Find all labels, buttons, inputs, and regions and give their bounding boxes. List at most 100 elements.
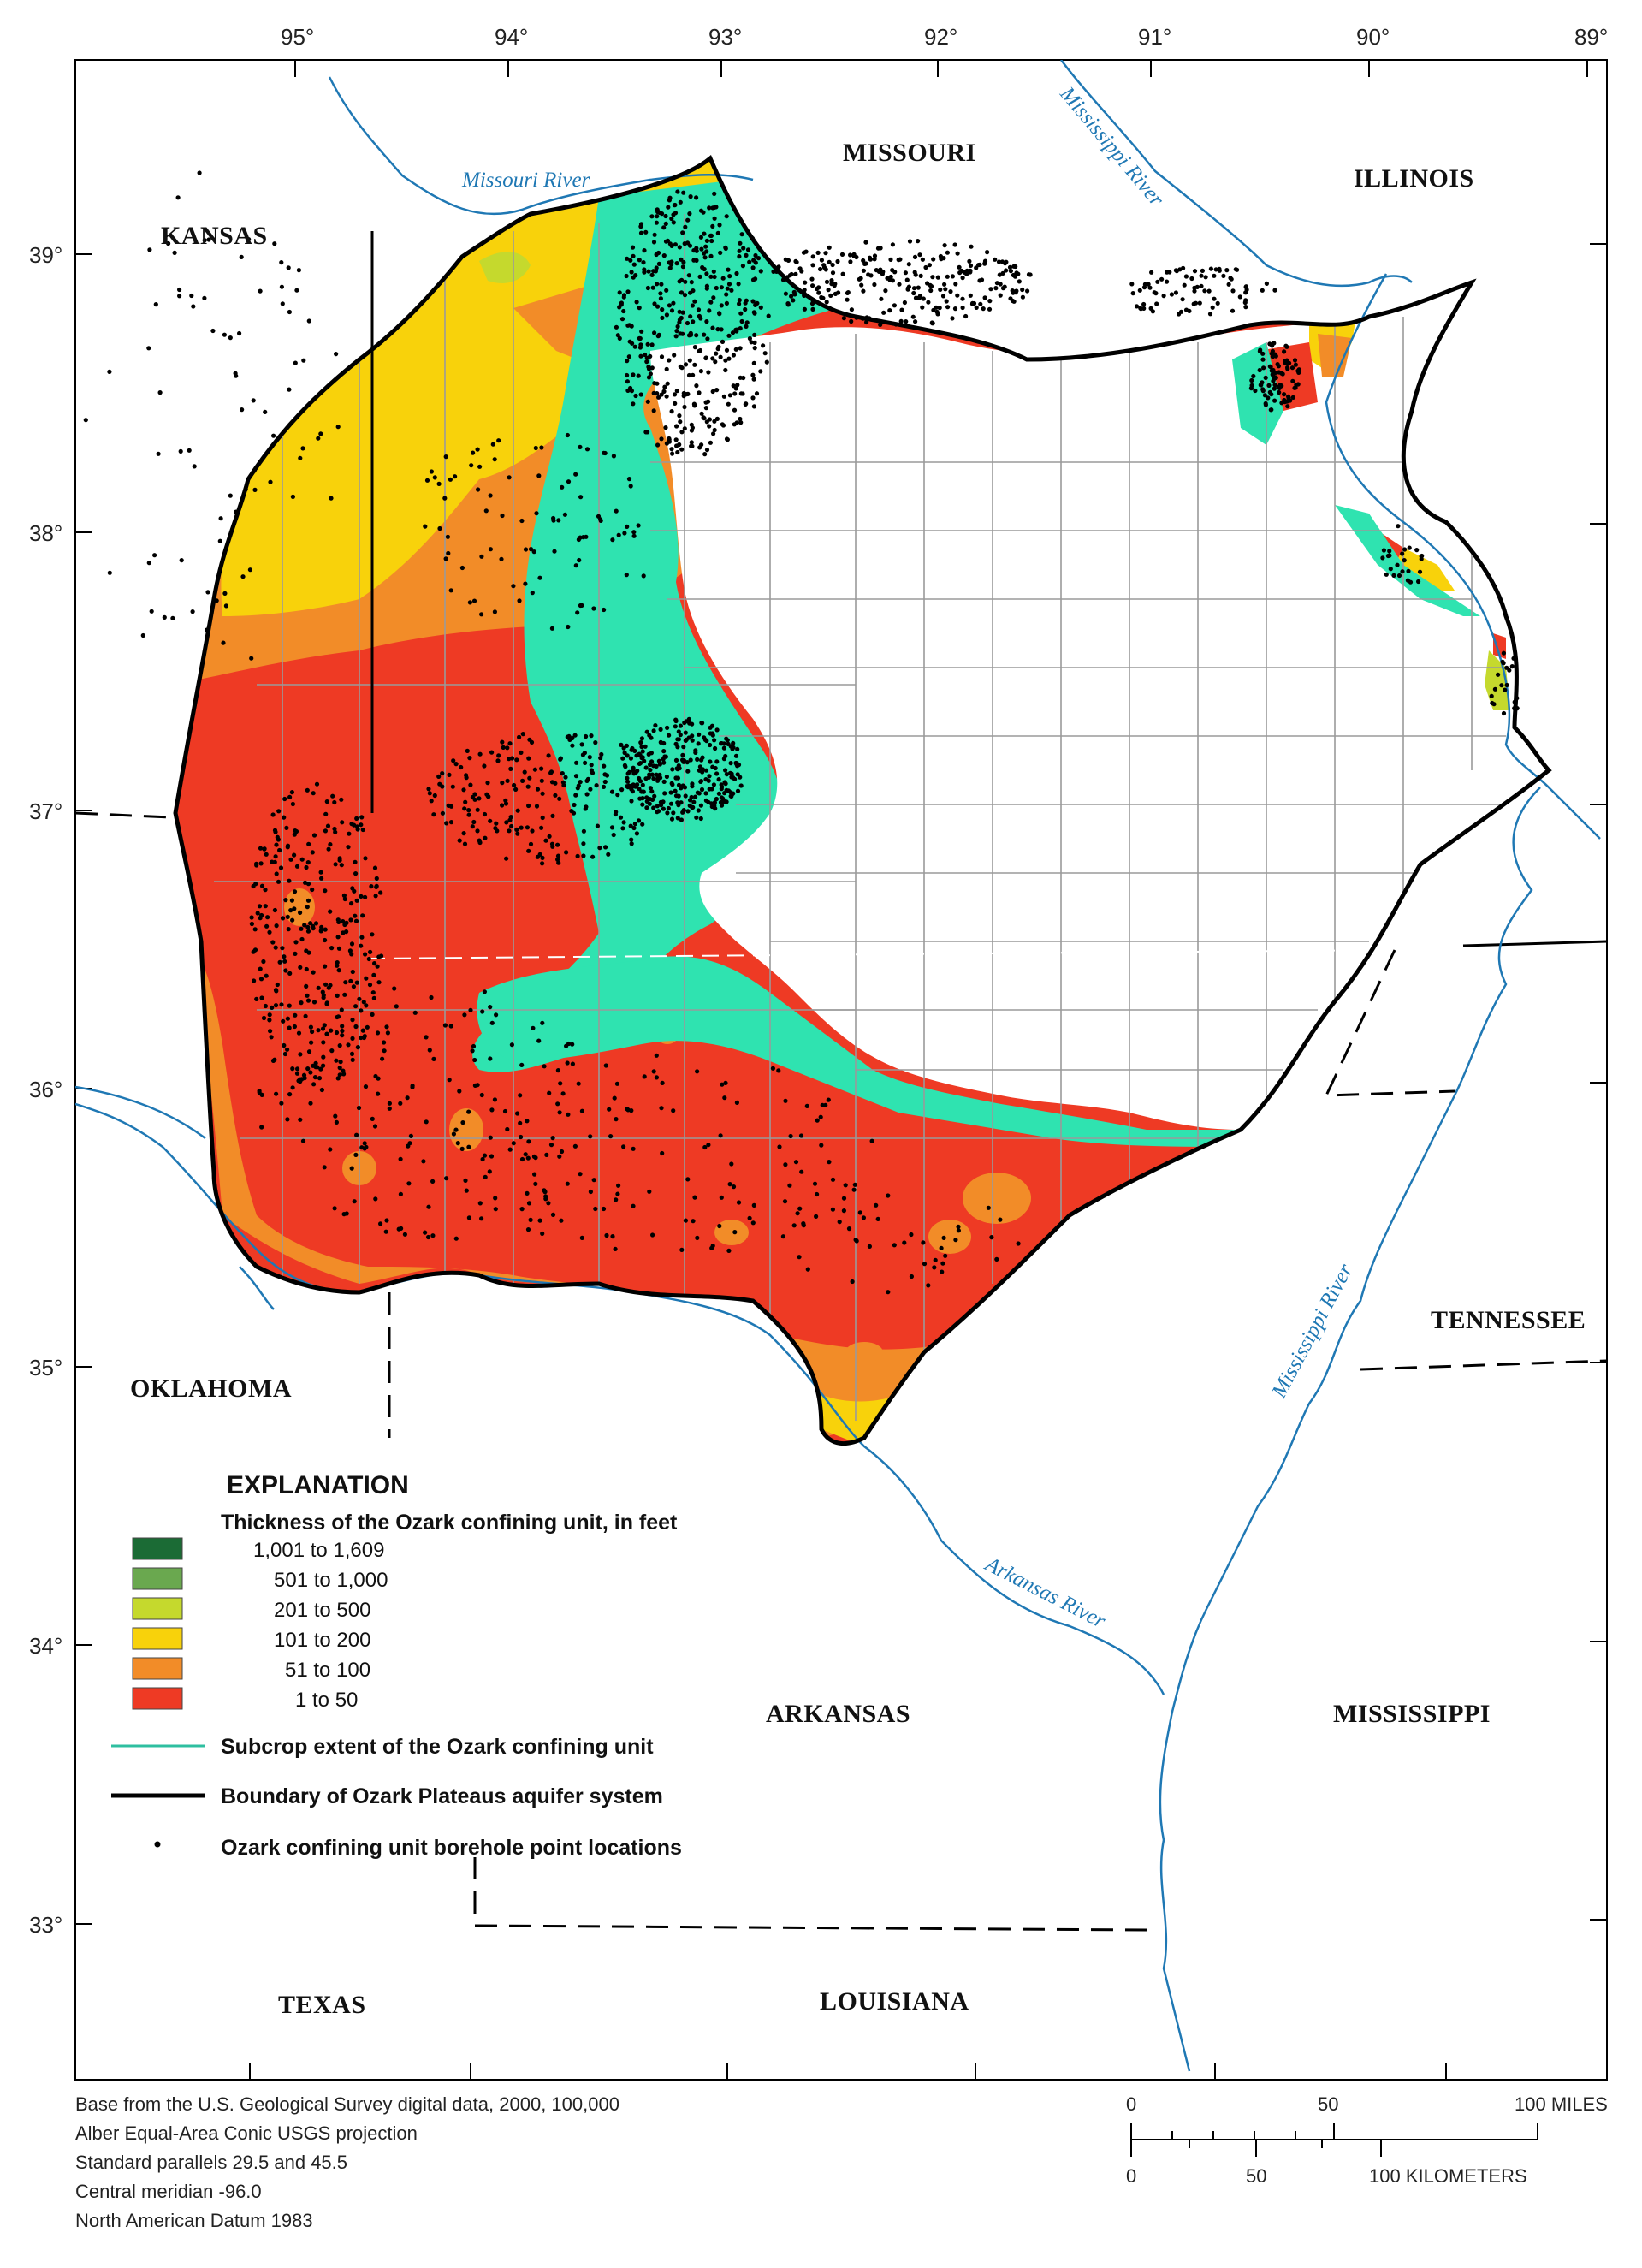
borehole-point xyxy=(162,614,167,620)
borehole-point xyxy=(714,205,719,210)
borehole-point xyxy=(252,947,258,953)
borehole-point xyxy=(1192,269,1198,274)
borehole-point xyxy=(488,818,493,823)
borehole-point xyxy=(833,282,838,287)
borehole-point xyxy=(459,565,465,571)
borehole-point xyxy=(1402,547,1408,552)
borehole-point xyxy=(560,780,566,785)
borehole-point xyxy=(595,823,601,828)
borehole-point xyxy=(837,1220,842,1225)
borehole-point xyxy=(952,306,958,312)
borehole-point xyxy=(937,306,942,311)
borehole-point xyxy=(178,448,183,454)
borehole-point xyxy=(681,190,686,195)
borehole-point xyxy=(359,1035,364,1041)
borehole-point xyxy=(477,796,482,801)
borehole-point xyxy=(508,766,513,772)
borehole-point xyxy=(636,373,641,378)
borehole-point xyxy=(827,245,832,250)
borehole-point xyxy=(319,924,324,929)
borehole-point xyxy=(191,304,196,309)
borehole-point xyxy=(815,1191,820,1197)
borehole-point xyxy=(1248,386,1254,391)
borehole-point xyxy=(692,299,697,304)
borehole-point xyxy=(305,929,311,934)
borehole-point xyxy=(968,270,973,275)
borehole-point xyxy=(192,464,197,469)
borehole-point xyxy=(534,511,539,516)
borehole-point xyxy=(642,267,647,272)
borehole-point xyxy=(293,951,298,956)
borehole-point xyxy=(943,1253,948,1258)
borehole-point xyxy=(941,256,946,261)
borehole-point xyxy=(1284,344,1289,349)
borehole-point xyxy=(725,436,731,442)
borehole-point xyxy=(1193,300,1199,306)
borehole-point xyxy=(696,808,701,813)
borehole-point xyxy=(662,754,667,759)
borehole-point xyxy=(892,270,898,275)
borehole-point xyxy=(845,290,851,295)
borehole-point xyxy=(311,923,316,929)
borehole-point xyxy=(797,1255,802,1260)
borehole-point xyxy=(326,985,331,990)
borehole-point xyxy=(648,797,653,802)
borehole-point xyxy=(619,742,624,748)
borehole-point xyxy=(1180,297,1185,302)
borehole-point xyxy=(1283,359,1288,364)
legend-borehole-dot xyxy=(154,1841,161,1848)
borehole-point xyxy=(298,1117,303,1122)
borehole-point xyxy=(1400,569,1405,574)
borehole-point xyxy=(668,790,673,795)
borehole-point xyxy=(447,772,452,778)
borehole-point xyxy=(609,825,615,830)
borehole-point xyxy=(656,250,661,256)
borehole-point xyxy=(625,372,630,378)
borehole-point xyxy=(459,764,464,770)
borehole-point xyxy=(323,888,328,894)
borehole-point xyxy=(584,792,590,797)
borehole-point xyxy=(1154,301,1159,306)
borehole-point xyxy=(735,763,740,769)
borehole-point xyxy=(330,793,335,799)
borehole-point xyxy=(615,1191,620,1196)
borehole-point xyxy=(722,791,727,796)
borehole-point xyxy=(634,300,639,305)
lat-label-33: 33° xyxy=(29,1912,62,1938)
borehole-point xyxy=(353,1024,359,1030)
borehole-point xyxy=(673,788,678,793)
borehole-point xyxy=(638,353,643,359)
borehole-point xyxy=(657,772,662,778)
borehole-point xyxy=(621,293,627,298)
borehole-point xyxy=(614,508,619,514)
borehole-point xyxy=(637,796,643,801)
borehole-point xyxy=(332,826,337,832)
borehole-point xyxy=(175,195,181,200)
borehole-point xyxy=(950,274,955,279)
borehole-point xyxy=(755,300,760,306)
borehole-point xyxy=(629,270,634,275)
borehole-point xyxy=(525,1155,531,1161)
borehole-point xyxy=(518,1093,523,1098)
borehole-point xyxy=(698,235,704,240)
borehole-point xyxy=(968,263,974,268)
borehole-point xyxy=(1199,283,1204,288)
borehole-point xyxy=(703,791,708,796)
zone-201-to-500-nw xyxy=(479,252,531,283)
borehole-point xyxy=(1017,279,1022,284)
borehole-point xyxy=(885,276,890,281)
borehole-point xyxy=(829,278,834,283)
borehole-point xyxy=(726,741,731,747)
borehole-point xyxy=(448,588,453,593)
scale-miles-end: 100 MILES xyxy=(1515,2093,1608,2115)
borehole-point xyxy=(177,294,182,299)
borehole-point xyxy=(869,1138,874,1143)
borehole-point xyxy=(664,394,669,399)
borehole-point xyxy=(348,917,353,923)
borehole-point xyxy=(766,313,771,318)
borehole-point xyxy=(881,310,886,315)
borehole-point xyxy=(631,533,637,538)
borehole-point xyxy=(269,1035,274,1040)
borehole-point xyxy=(654,1053,659,1058)
borehole-point xyxy=(644,729,649,734)
